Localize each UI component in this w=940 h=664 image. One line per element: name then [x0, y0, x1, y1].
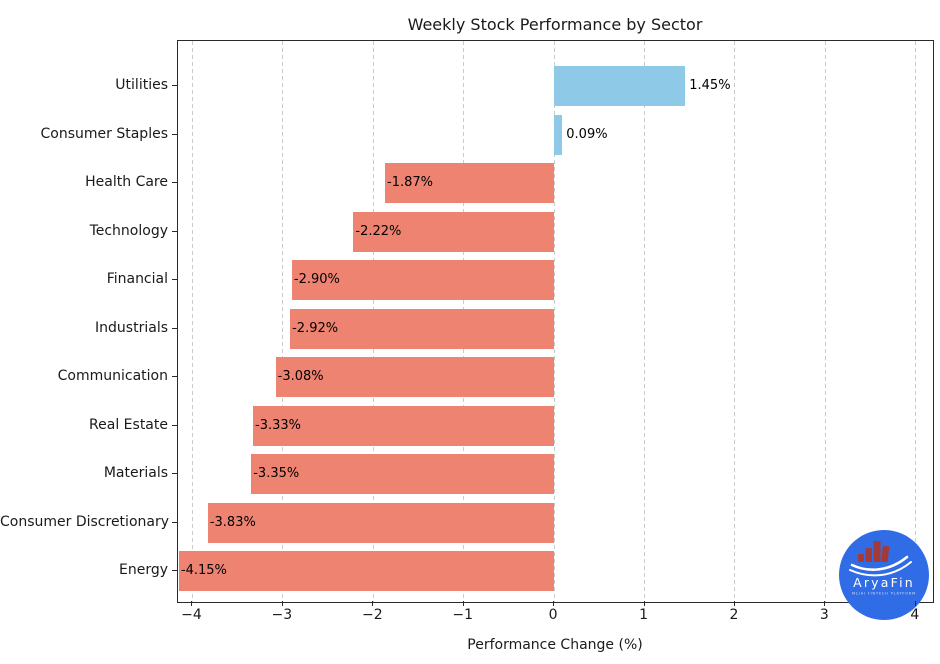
x-axis-label: Performance Change (%)	[467, 637, 643, 653]
category-label: Materials	[103, 465, 168, 481]
gridline	[734, 41, 736, 602]
x-tick-label: 1	[639, 607, 649, 623]
y-axis-tick	[172, 327, 177, 329]
x-axis-tick	[191, 601, 193, 606]
category-label: Utilities	[115, 77, 168, 93]
category-label: Industrials	[95, 319, 168, 336]
x-axis-tick	[733, 601, 735, 606]
x-tick-label: −2	[361, 607, 383, 623]
y-axis-tick	[172, 376, 177, 377]
category-label: Consumer Discretionary	[0, 513, 169, 530]
y-axis-tick	[172, 521, 177, 523]
bar	[353, 211, 555, 252]
category-label: Communication	[57, 368, 168, 384]
x-tick-label: −4	[181, 607, 202, 623]
x-tick-label: 3	[819, 607, 829, 623]
category-label: Consumer Staples	[40, 125, 168, 142]
category-label: Health Care	[85, 174, 168, 190]
bar-value-label: -3.08%	[277, 369, 324, 384]
logo-tagline-text: ML/AI FINTECH PLATFORM	[852, 592, 916, 596]
x-axis-tick	[643, 601, 645, 606]
x-axis-tick	[372, 601, 374, 606]
x-tick-label: 4	[910, 607, 920, 623]
bar-value-label: -2.90%	[293, 272, 340, 287]
bar	[178, 551, 555, 591]
gridline	[191, 41, 193, 602]
bar	[251, 454, 555, 494]
plot-area: 1.45% 0.09% -1.87% -2.22% -2.90% -2.92% -3.08%…	[177, 40, 934, 603]
y-axis-tick	[172, 133, 177, 135]
bar-value-label: 1.45%	[689, 78, 731, 93]
bar-value-label: -1.87%	[387, 175, 434, 190]
bar	[554, 66, 686, 106]
x-axis-tick	[553, 601, 555, 606]
x-tick-label: 2	[729, 607, 739, 623]
bar	[253, 405, 555, 446]
gridline	[824, 41, 826, 602]
y-axis-tick	[172, 182, 177, 183]
gridline	[282, 41, 284, 602]
category-label: Technology	[89, 222, 168, 239]
x-axis-tick	[281, 601, 283, 606]
category-label: Energy	[118, 562, 168, 578]
x-tick-label: 0	[548, 607, 558, 623]
aryafin-logo: AryaFin ML/AI FINTECH PLATFORM	[839, 530, 929, 620]
gridline	[553, 41, 555, 602]
bar	[291, 260, 555, 300]
gridline	[915, 41, 917, 602]
chart-title: Weekly Stock Performance by Sector	[407, 15, 703, 34]
y-axis-tick	[172, 570, 177, 571]
x-axis-tick	[824, 601, 826, 606]
x-axis-tick	[462, 601, 464, 606]
y-axis-tick	[172, 230, 177, 232]
bar	[290, 308, 555, 349]
y-axis-tick	[172, 424, 177, 426]
x-tick-label: −1	[452, 607, 474, 623]
bar	[275, 357, 555, 397]
bar	[385, 163, 555, 203]
x-axis-tick	[914, 601, 916, 606]
x-tick-label: −3	[271, 607, 293, 623]
category-label: Financial	[106, 271, 168, 287]
logo-brand-text: AryaFin	[853, 575, 915, 590]
bar-value-label: 0.09%	[566, 126, 608, 142]
gridline	[644, 41, 646, 602]
bar	[207, 502, 555, 543]
bar-value-label: -2.92%	[292, 320, 339, 336]
bar-value-label: -4.15%	[180, 563, 227, 578]
logo-buildings-icon	[858, 541, 890, 563]
logo-wave-icon	[849, 555, 912, 577]
y-axis-tick	[172, 473, 177, 474]
bar	[554, 114, 563, 155]
bar-value-label: -3.35%	[253, 466, 300, 481]
bar-value-label: -3.83%	[209, 514, 256, 530]
bar-value-label: -2.22%	[355, 223, 402, 239]
y-axis-tick	[172, 85, 177, 86]
bar-value-label: -3.33%	[255, 417, 302, 433]
y-axis-tick	[172, 279, 177, 280]
category-label: Real Estate	[89, 416, 168, 433]
